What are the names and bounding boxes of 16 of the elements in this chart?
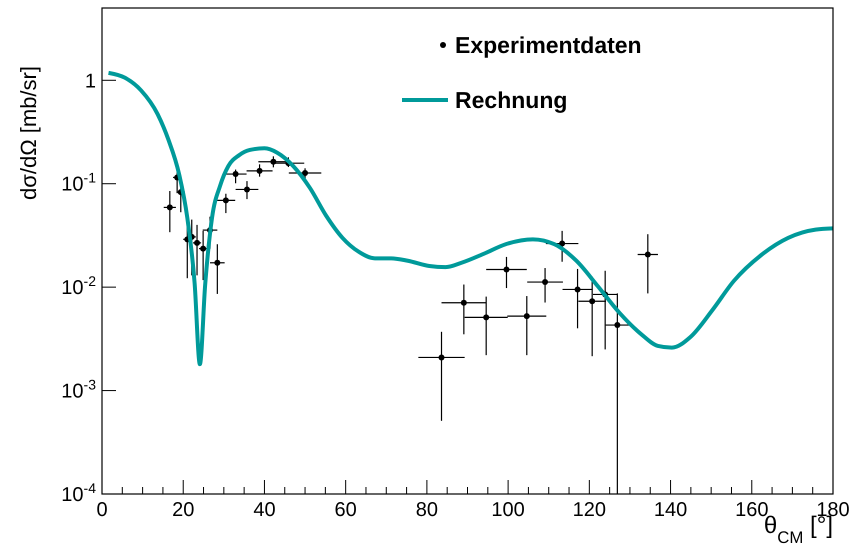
- x-tick-label: 120: [572, 499, 606, 521]
- y-tick-label: 10$^{-4}$: [61, 480, 96, 506]
- legend-label: Experimentdaten: [455, 32, 642, 58]
- y-axis-title: dσ/dΩ [mb/sr]: [16, 66, 41, 200]
- x-tick-label: 20: [172, 499, 194, 521]
- x-tick-label: 0: [96, 499, 108, 521]
- x-tick-label: 60: [334, 499, 357, 521]
- y-tick-label: 10$^{-1}$: [61, 170, 96, 196]
- x-tick-label: 100: [491, 499, 525, 521]
- y-tick-label: 1: [84, 70, 96, 92]
- x-tick-label: 40: [253, 499, 276, 521]
- y-tick-label: 10$^{-2}$: [61, 273, 96, 300]
- x-tick-label: 80: [416, 499, 438, 521]
- y-tick-label: 10$^{-3}$: [61, 376, 96, 403]
- x-tick-label: 140: [654, 499, 688, 521]
- legend-label: Rechnung: [455, 87, 568, 113]
